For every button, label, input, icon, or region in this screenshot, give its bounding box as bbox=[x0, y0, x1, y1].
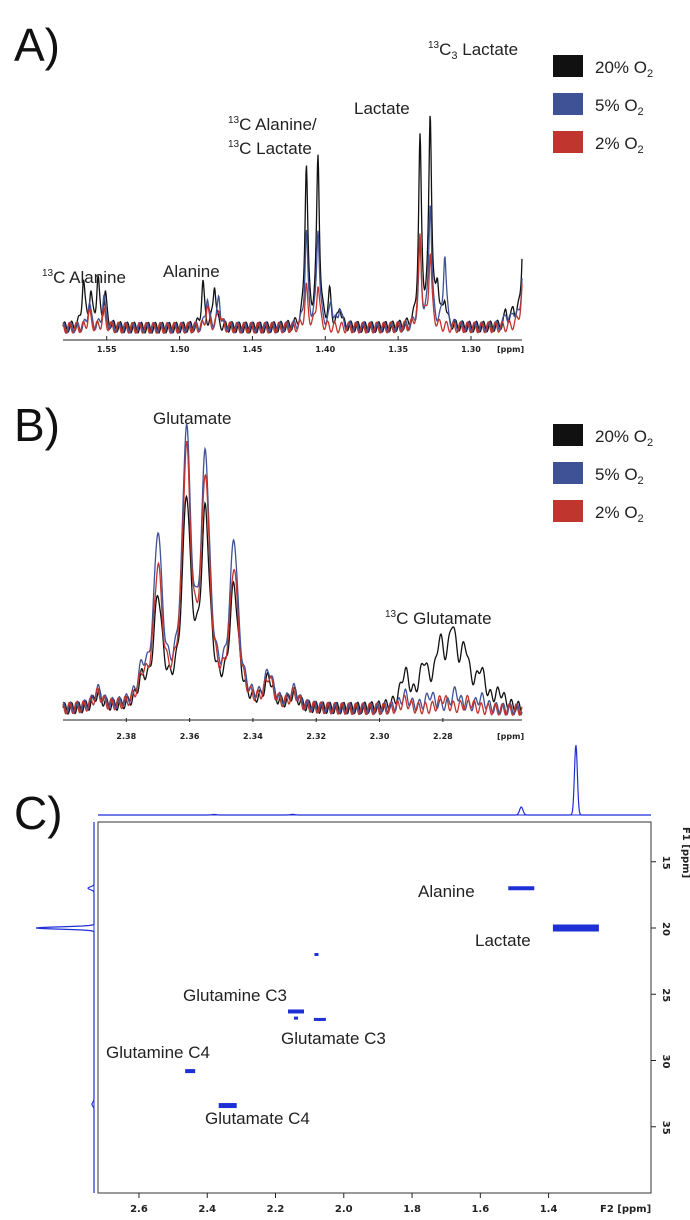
panel-b-tick-label-4: 2.30 bbox=[370, 732, 390, 741]
panel-a-series-2 bbox=[62, 233, 523, 335]
hsqc-frame bbox=[97, 821, 652, 1194]
hsqc-ytick-label-2: 25 bbox=[660, 988, 671, 1002]
legend-a-swatch-20 bbox=[553, 55, 583, 77]
hsqc-ytick-label-3: 30 bbox=[660, 1055, 671, 1069]
panel-b-series-0 bbox=[62, 494, 523, 716]
panel-a-tick-label-0: 1.55 bbox=[97, 345, 117, 354]
cross-peak-2 bbox=[287, 1009, 304, 1014]
panel-b-tick-label-2: 2.34 bbox=[243, 732, 263, 741]
cross-peak-1 bbox=[552, 924, 599, 932]
legend-b-swatch-20 bbox=[553, 424, 583, 446]
annot-alanine: Alanine bbox=[163, 262, 220, 281]
hsqc-xtick-label-1: 2.4 bbox=[198, 1204, 216, 1215]
peak-label-glutamate-c3: Glutamate C3 bbox=[281, 1029, 386, 1048]
annot-13c-alanine: 13C Alanine bbox=[42, 268, 126, 287]
legend-a-swatch-2 bbox=[553, 131, 583, 153]
peak-label-glutamate-c4: Glutamate C4 bbox=[205, 1109, 310, 1128]
panel-b-tick-label-0: 2.38 bbox=[116, 732, 136, 741]
hsqc-xtick-label-3: 2.0 bbox=[335, 1204, 353, 1215]
legend-a-label-5: 5% O2 bbox=[595, 96, 644, 118]
panel-a-series-0 bbox=[62, 115, 523, 334]
top-projection-trace bbox=[98, 745, 651, 816]
hsqc-top-projection bbox=[98, 745, 651, 816]
panel-b-tick-label-1: 2.36 bbox=[180, 732, 200, 741]
cross-peak-4 bbox=[185, 1069, 196, 1074]
annot-lactate: Lactate bbox=[354, 99, 410, 118]
legend-b-label-5: 5% O2 bbox=[595, 465, 644, 487]
hsqc-ylabel: F1 [ppm] bbox=[680, 827, 690, 878]
panel-b-spectrum: 2.38 2.36 2.34 2.32 2.30 2.28 [ppm] Glutamate… bbox=[62, 409, 653, 741]
legend-b-label-2: 2% O2 bbox=[595, 503, 644, 525]
panel-a-series-1 bbox=[62, 205, 523, 334]
panel-b-series-2 bbox=[62, 440, 523, 717]
hsqc-xtick-label-5: 1.6 bbox=[471, 1204, 489, 1215]
hsqc-left-projection bbox=[35, 822, 95, 1193]
panel-a-label: A) bbox=[14, 19, 60, 71]
annot-13c-lactate: 13C Lactate bbox=[228, 139, 312, 158]
annot-13c3-lactate: 13C3 Lactate bbox=[428, 40, 518, 62]
legend-a-swatch-5 bbox=[553, 93, 583, 115]
legend-b-label-20: 20% O2 bbox=[595, 427, 653, 449]
hsqc-xtick-label-6: 1.4 bbox=[540, 1204, 558, 1215]
annot-glutamate: Glutamate bbox=[153, 409, 231, 428]
annot-13c-glutamate: 13C Glutamate bbox=[385, 609, 492, 628]
panel-a-spectrum: 1.55 1.50 1.45 1.40 1.35 1.30 [ppm] 13C Alani… bbox=[42, 40, 653, 354]
panel-a-tick-label-1: 1.50 bbox=[170, 345, 190, 354]
left-projection-trace bbox=[35, 822, 95, 1193]
panel-c-hsqc: 2.6 2.4 2.2 2.0 1.8 1.6 1.4 15 20 25 30 35 F2 [ppm… bbox=[35, 745, 690, 1215]
hsqc-ytick-label-0: 15 bbox=[660, 856, 671, 870]
panel-b-tick-label-5: 2.28 bbox=[433, 732, 453, 741]
minor-peak-1 bbox=[293, 1016, 298, 1020]
panel-a-legend: 20% O2 5% O2 2% O2 bbox=[553, 55, 653, 156]
legend-b-swatch-5 bbox=[553, 462, 583, 484]
panel-a-tick-label-5: 1.30 bbox=[461, 345, 481, 354]
peak-label-lactate: Lactate bbox=[475, 931, 531, 950]
cross-peak-0 bbox=[508, 886, 535, 891]
legend-a-label-20: 20% O2 bbox=[595, 58, 653, 80]
panel-b-label: B) bbox=[14, 399, 60, 451]
hsqc-xtick-label-2: 2.2 bbox=[267, 1204, 285, 1215]
hsqc-xlabel: F2 [ppm] bbox=[600, 1204, 651, 1215]
hsqc-xtick-label-0: 2.6 bbox=[130, 1204, 148, 1215]
panel-b-xlabel: [ppm] bbox=[497, 732, 524, 741]
hsqc-ytick-label-1: 20 bbox=[660, 922, 671, 936]
cross-peak-3 bbox=[313, 1017, 326, 1021]
panel-b-series-1 bbox=[62, 423, 523, 716]
panel-c-label: C) bbox=[14, 787, 63, 839]
hsqc-ytick-label-4: 35 bbox=[660, 1121, 671, 1135]
minor-peak-0 bbox=[314, 953, 319, 956]
panel-a-tick-label-2: 1.45 bbox=[243, 345, 263, 354]
peak-label-alanine: Alanine bbox=[418, 882, 475, 901]
panel-a-xlabel: [ppm] bbox=[497, 345, 524, 354]
legend-b-swatch-2 bbox=[553, 500, 583, 522]
panel-b-legend: 20% O2 5% O2 2% O2 bbox=[553, 424, 653, 525]
peak-label-glutamine-c3: Glutamine C3 bbox=[183, 986, 287, 1005]
panel-a-tick-label-3: 1.40 bbox=[315, 345, 335, 354]
peak-label-glutamine-c4: Glutamine C4 bbox=[106, 1043, 210, 1062]
panel-b-tick-label-3: 2.32 bbox=[306, 732, 326, 741]
cross-peak-5 bbox=[218, 1103, 237, 1109]
hsqc-xtick-label-4: 1.8 bbox=[403, 1204, 421, 1215]
legend-a-label-2: 2% O2 bbox=[595, 134, 644, 156]
panel-a-tick-label-4: 1.35 bbox=[388, 345, 408, 354]
annot-13c-alanine-slash: 13C Alanine/ bbox=[228, 115, 317, 134]
